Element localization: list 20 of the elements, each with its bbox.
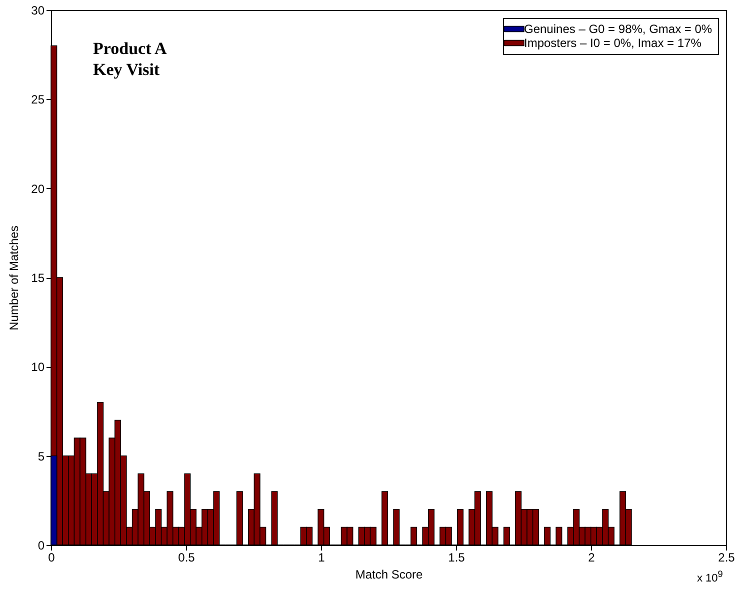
x-tick-label: 1 xyxy=(318,550,326,564)
x-tick-label: 2.5 xyxy=(718,550,735,564)
x-axis-title: Match Score xyxy=(355,568,424,582)
x-tick-label: 1.5 xyxy=(448,550,466,564)
y-axis-title: Number of Matches xyxy=(7,226,22,330)
y-tick-label: 10 xyxy=(31,360,45,374)
y-tick-label: 0 xyxy=(38,538,45,552)
legend-label: Genuines – G0 = 98%, Gmax = 0% xyxy=(524,22,712,36)
y-tick-label: 5 xyxy=(38,449,45,464)
legend-label: Imposters – I0 = 0%, Imax = 17% xyxy=(524,36,702,50)
y-tick-label: 30 xyxy=(31,4,45,18)
annotation: Product A xyxy=(93,39,168,58)
text: x 10$^{9}$ xyxy=(697,569,723,585)
y-tick-label: 15 xyxy=(31,271,45,285)
x-tick-label: 0.5 xyxy=(178,550,196,564)
y-tick-label: 20 xyxy=(31,182,45,196)
annotation: Key Visit xyxy=(93,60,160,79)
y-tick-label: 25 xyxy=(31,92,45,107)
x-tick-label: 2 xyxy=(588,550,596,564)
x-tick-label: 0 xyxy=(48,550,56,564)
